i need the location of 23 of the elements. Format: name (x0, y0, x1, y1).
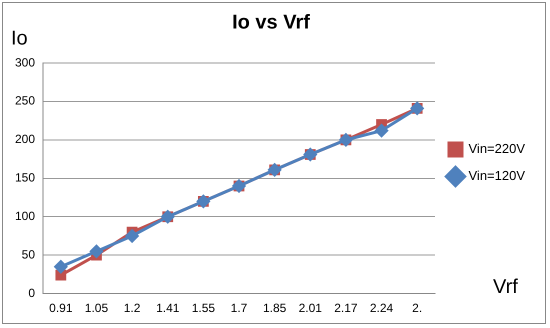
y-tick-label: 200 (14, 132, 36, 146)
y-tick-label: 50 (22, 247, 36, 262)
x-tick-label: 2.01 (298, 301, 322, 316)
y-tick-label: 250 (14, 94, 36, 108)
y-tick-label: 0 (28, 286, 36, 300)
y-tick-label: 300 (14, 55, 36, 70)
x-tick-label: 1.05 (84, 301, 108, 316)
y-tick-label: 100 (14, 209, 36, 224)
x-tick-label: 1.55 (192, 301, 216, 316)
x-tick-label: 1.85 (262, 301, 287, 316)
x-tick-label: 2.17 (334, 301, 358, 316)
y-tick-label: 150 (14, 170, 36, 185)
legend-label: Vin=220V (468, 141, 526, 156)
x-tick-label: 1.41 (156, 301, 180, 316)
x-tick-label: 2. (412, 301, 422, 316)
x-axis-title: Vrf (492, 276, 518, 298)
x-tick-label: 2.24 (370, 301, 394, 316)
legend-label: Vin=120V (468, 168, 526, 184)
x-tick-label: 1.2 (124, 301, 141, 316)
chart-title: Io vs Vrf (232, 12, 310, 34)
x-tick-label: 1.7 (230, 301, 248, 316)
x-tick-label: 0.91 (49, 301, 73, 316)
y-axis-title: Io (11, 28, 28, 50)
